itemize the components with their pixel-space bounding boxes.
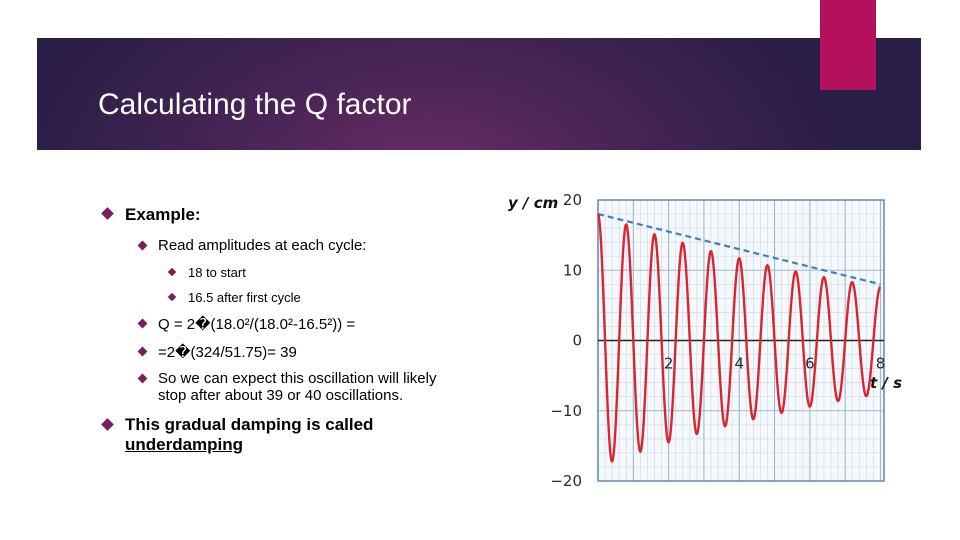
bullet-gradual-damping-line1: This gradual damping is called [125,415,374,434]
x-tick-label: 8 [876,355,886,373]
bullet-q-result: =2�(324/51.75)= 39 [158,344,297,361]
x-tick-label: 2 [664,355,674,373]
bullet-diamond-icon [137,240,148,251]
bullet-18-to-start: 18 to start [188,265,246,280]
bullet-16-5-after-first-cycle: 16.5 after first cycle [188,290,301,305]
bullet-diamond-icon [137,346,148,357]
y-tick-label: 10 [563,261,582,279]
y-tick-label: 0 [572,332,582,350]
bullet-expect-oscillation-line1: So we can expect this oscillation will l… [158,370,437,387]
bullet-diamond-icon [137,373,148,384]
x-axis-label: t / s [870,374,902,392]
oscillation-series-line [596,213,882,463]
y-tick-label: 20 [563,191,582,209]
bullet-q-formula: Q = 2�(18.0²/(18.0²-16.5²)) = [158,316,356,333]
title-banner [37,38,921,150]
y-tick-label: −10 [550,402,582,420]
y-axis-label: y / cm [508,194,558,212]
damped-oscillation-chart: 20 10 0 −10 −20 2 4 6 8 y / cm t / s [508,191,902,490]
bullet-diamond-icon [101,207,114,220]
bullet-diamond-icon [101,418,114,431]
bullet-diamond-icon [137,318,148,329]
x-tick-labels: 2 4 6 8 [664,355,885,373]
x-tick-label: 6 [805,355,815,373]
bullet-diamond-icon [167,292,177,302]
bullet-example: Example: [125,205,201,224]
accent-tab [820,0,876,90]
x-tick-label: 4 [734,355,744,373]
slide-title: Calculating the Q factor [98,88,412,121]
y-tick-labels: 20 10 0 −10 −20 [550,191,582,490]
bullet-read-amplitudes: Read amplitudes at each cycle: [158,237,367,254]
bullet-diamond-icon [167,267,177,277]
amplitude-envelope-line [597,212,881,286]
bullet-expect-oscillation-line2: stop after about 39 or 40 oscillations. [158,387,404,404]
y-tick-label: −20 [550,472,582,490]
bullet-gradual-damping-line2: underdamping [125,435,244,454]
